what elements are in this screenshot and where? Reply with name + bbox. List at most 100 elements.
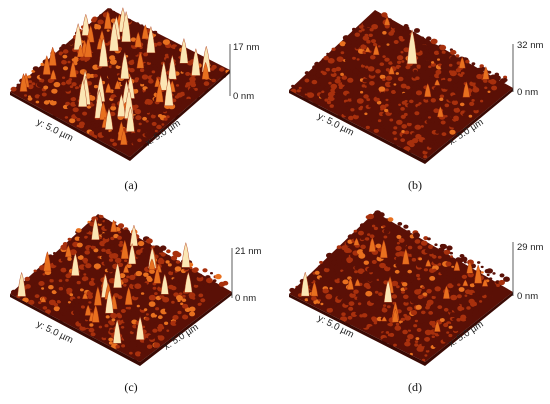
surface-grain	[202, 268, 208, 273]
surface-grain	[301, 79, 305, 82]
surface-grain	[74, 303, 81, 309]
surface-grain	[406, 122, 412, 127]
surface-peak	[141, 24, 149, 40]
surface-peak	[201, 61, 210, 80]
surface-peak	[120, 239, 129, 259]
surface-grain	[466, 306, 471, 310]
surface-grain	[376, 278, 380, 281]
surface-grain	[347, 98, 352, 102]
surface-grain	[401, 282, 408, 287]
surface-grain	[62, 76, 66, 79]
surface-grain	[206, 277, 213, 284]
surface-grain	[101, 255, 108, 260]
surface-grain	[65, 273, 72, 279]
surface-grain	[176, 102, 181, 105]
surface-grain	[148, 301, 156, 307]
surface-grain	[210, 272, 213, 275]
surface-grain	[59, 308, 65, 313]
surface-grain	[344, 47, 348, 51]
surface-grain	[395, 225, 402, 230]
surface-grain	[414, 239, 421, 244]
surface-grain	[130, 279, 138, 285]
surface-grain	[379, 62, 385, 66]
surface-grain	[105, 315, 110, 319]
surface-grain	[376, 299, 383, 305]
surface-grain	[319, 82, 325, 87]
surface-grain	[422, 275, 426, 278]
surface-grain	[131, 34, 135, 38]
surface-grain	[453, 78, 459, 84]
surface-grain	[99, 215, 104, 219]
surface-grain	[307, 277, 314, 283]
surface-grain	[325, 274, 330, 278]
surface-grain	[151, 317, 158, 323]
surface-grain	[402, 329, 408, 335]
surface-grain	[214, 273, 222, 280]
surface-grain	[166, 278, 174, 285]
surface-grain	[130, 132, 137, 139]
surface-grain	[362, 249, 368, 254]
surface-grain	[396, 119, 403, 125]
surface-grain	[430, 349, 436, 353]
surface-grain	[184, 91, 191, 96]
surface-grain	[32, 66, 39, 71]
surface-grain	[213, 283, 219, 289]
surface-grain	[367, 242, 371, 245]
surface-grain	[114, 125, 119, 129]
surface-grain	[92, 16, 98, 21]
surface-grain	[414, 343, 419, 347]
surface-grain	[415, 337, 420, 341]
surface-grain	[66, 105, 70, 109]
surface-grain	[211, 64, 217, 70]
surface-peak	[153, 267, 161, 284]
surface-grain	[166, 109, 171, 114]
surface-grain	[384, 136, 388, 139]
surface-grain	[175, 84, 180, 87]
surface-grain	[35, 301, 39, 304]
surface-grain	[457, 87, 463, 93]
surface-grain	[400, 51, 404, 54]
surface-grain	[393, 83, 397, 86]
surface-grain	[340, 316, 348, 322]
surface-grain	[430, 69, 434, 73]
surface-grain	[49, 99, 57, 106]
surface-grain	[76, 252, 81, 257]
surface-peak	[364, 46, 371, 53]
surface-grain	[204, 291, 211, 296]
surface-grain	[109, 78, 117, 84]
surface-grain	[141, 277, 145, 280]
surface-grain	[71, 82, 77, 87]
surface-grain	[140, 352, 147, 358]
surface-grain	[51, 290, 57, 295]
surface-grain	[416, 352, 422, 357]
surface-grain	[362, 271, 368, 277]
surface-grain	[404, 99, 408, 103]
surface-grain	[399, 67, 404, 71]
surface-grain	[336, 93, 342, 97]
surface-grain	[340, 51, 345, 55]
surface-grain	[365, 65, 369, 69]
surface-grain	[189, 311, 196, 317]
surface-grain	[136, 304, 140, 308]
surface-peak	[19, 73, 28, 92]
surface-grain	[68, 40, 75, 46]
surface-grain	[88, 231, 93, 235]
surface-grain	[146, 238, 153, 244]
surface-grain	[385, 221, 391, 227]
surface-grain	[115, 345, 120, 349]
surface-grain	[69, 85, 74, 88]
surface-grain	[486, 295, 494, 300]
z-min-label-d: 0 nm	[517, 291, 538, 302]
surface-grain	[64, 116, 69, 119]
surface-relief-a	[10, 7, 230, 161]
surface-grain	[408, 329, 411, 332]
surface-grain	[443, 300, 449, 304]
surface-grain	[169, 292, 174, 295]
surface-grain	[450, 55, 457, 62]
surface-grain	[391, 90, 396, 94]
surface-grain	[397, 222, 403, 226]
surface-grain	[132, 85, 138, 90]
surface-grain	[403, 112, 408, 117]
surface-grain	[314, 270, 320, 275]
surface-grain	[342, 279, 349, 285]
